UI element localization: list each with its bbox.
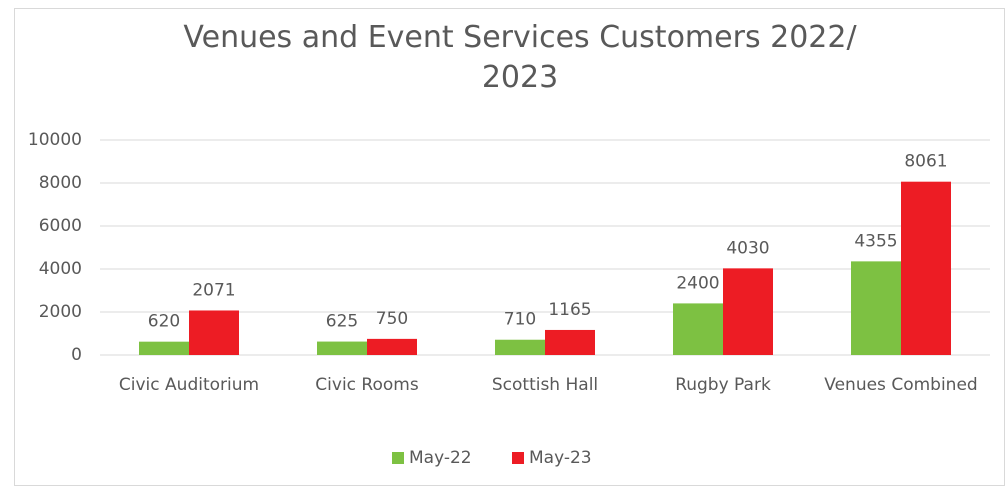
y-tick-label: 0 <box>71 345 82 365</box>
legend-swatch <box>512 452 524 464</box>
x-tick-label: Scottish Hall <box>492 375 598 395</box>
legend-label: May-22 <box>409 448 472 468</box>
bar <box>317 341 367 355</box>
data-label: 4030 <box>726 238 769 258</box>
bar <box>189 310 239 355</box>
data-label: 8061 <box>904 152 947 172</box>
data-label: 620 <box>148 312 180 332</box>
data-label: 710 <box>504 310 536 330</box>
bar <box>545 329 595 355</box>
bar <box>367 338 417 355</box>
y-tick-label: 2000 <box>39 302 82 322</box>
bar <box>673 303 723 355</box>
data-label: 4355 <box>854 231 897 251</box>
x-tick-label: Venues Combined <box>824 375 977 395</box>
bar <box>139 341 189 355</box>
data-label: 2071 <box>192 280 235 300</box>
chart-title: Venues and Event Services Customers 2022… <box>183 20 857 95</box>
bar <box>495 339 545 355</box>
bar <box>723 268 773 355</box>
x-tick-label: Civic Rooms <box>315 375 419 395</box>
y-tick-label: 8000 <box>39 173 82 193</box>
data-label: 1165 <box>548 300 591 320</box>
data-label: 2400 <box>676 273 719 293</box>
data-label: 625 <box>326 312 358 332</box>
bar <box>851 261 901 355</box>
legend-label: May-23 <box>529 448 592 468</box>
data-label: 750 <box>376 309 408 329</box>
y-tick-label: 6000 <box>39 216 82 236</box>
bar <box>901 181 951 355</box>
y-tick-label: 4000 <box>39 259 82 279</box>
y-tick-label: 10000 <box>28 130 82 150</box>
x-tick-label: Civic Auditorium <box>119 375 259 395</box>
x-tick-label: Rugby Park <box>675 375 771 395</box>
legend-swatch <box>392 452 404 464</box>
